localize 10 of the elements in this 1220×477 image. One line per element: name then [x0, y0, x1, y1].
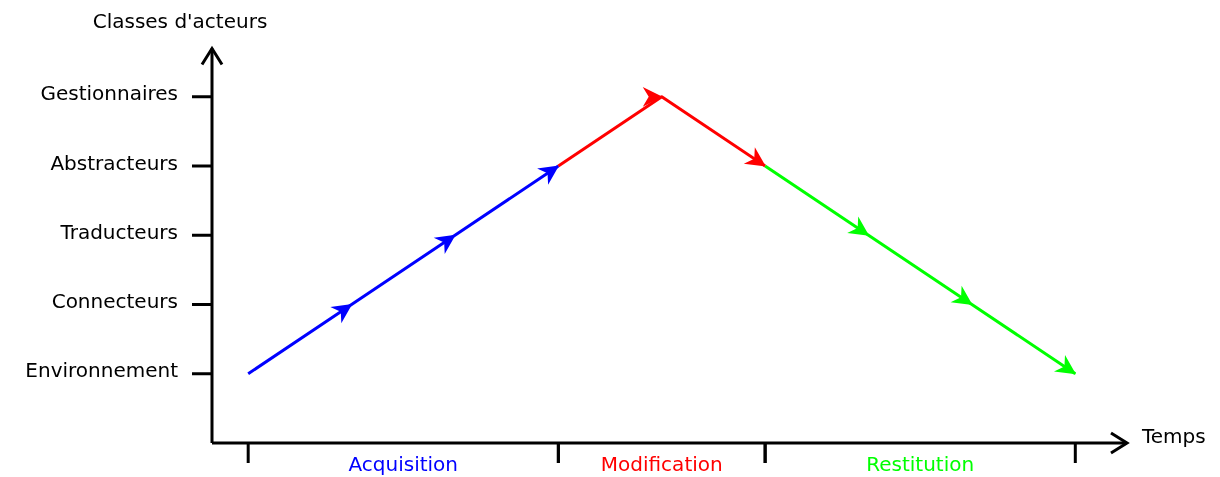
text: Environnement — [25, 358, 179, 383]
text: Connecteurs — [51, 289, 178, 313]
text: Acquisition — [348, 452, 459, 476]
text: Traducteurs — [59, 219, 178, 244]
x-axis-title: Temps — [1141, 424, 1206, 448]
text: Restitution — [866, 452, 975, 476]
text: Abstracteurs — [50, 150, 178, 175]
text: Modification — [600, 452, 723, 476]
y-axis-title: Classes d'acteurs — [92, 9, 268, 33]
text: Gestionnaires — [40, 81, 178, 106]
